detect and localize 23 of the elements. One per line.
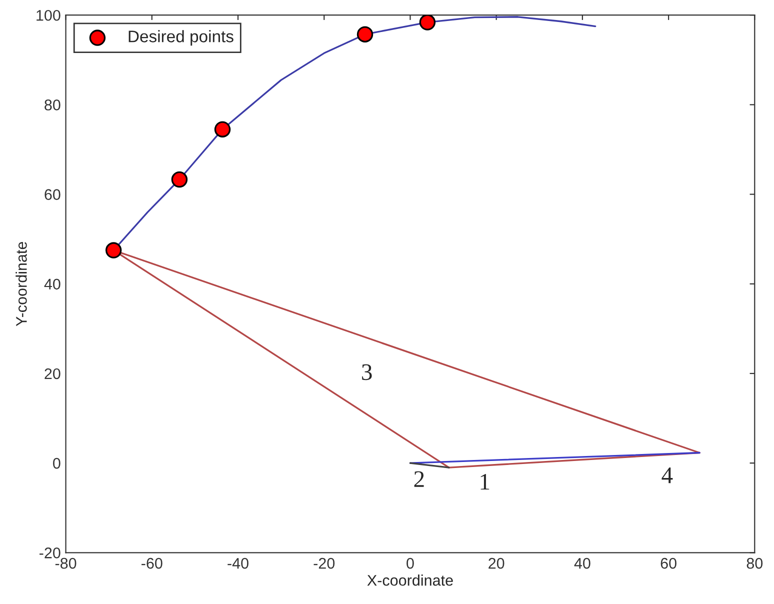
x-tick-label: -20 — [314, 558, 335, 569]
y-tick-label: 80 — [44, 100, 60, 110]
annotation: 3 — [362, 364, 372, 380]
x-axis-title: X-coordinate — [367, 574, 453, 586]
y-tick-label: 60 — [44, 189, 60, 200]
y-tick-label: 40 — [44, 278, 60, 290]
y-tick-label: 100 — [36, 10, 60, 21]
legend-label: Desired points — [128, 30, 234, 46]
annotation: 1 — [480, 474, 490, 490]
y-tick-label: 20 — [44, 368, 60, 380]
y-axis-title: Y-coordinate — [16, 242, 27, 326]
y-tick-label: 0 — [53, 458, 60, 469]
x-tick-label: 0 — [406, 558, 414, 569]
annotation: 2 — [414, 471, 424, 487]
x-tick-label: 20 — [488, 558, 504, 569]
y-tick-label: -20 — [40, 548, 60, 558]
annotation: 4 — [662, 468, 673, 484]
x-tick-label: -60 — [142, 558, 162, 569]
x-tick-label: -40 — [228, 558, 248, 569]
x-tick-label: 40 — [574, 558, 590, 569]
x-tick-label: 80 — [746, 558, 763, 569]
x-tick-label: -80 — [55, 558, 76, 569]
x-tick-label: 60 — [660, 558, 676, 569]
